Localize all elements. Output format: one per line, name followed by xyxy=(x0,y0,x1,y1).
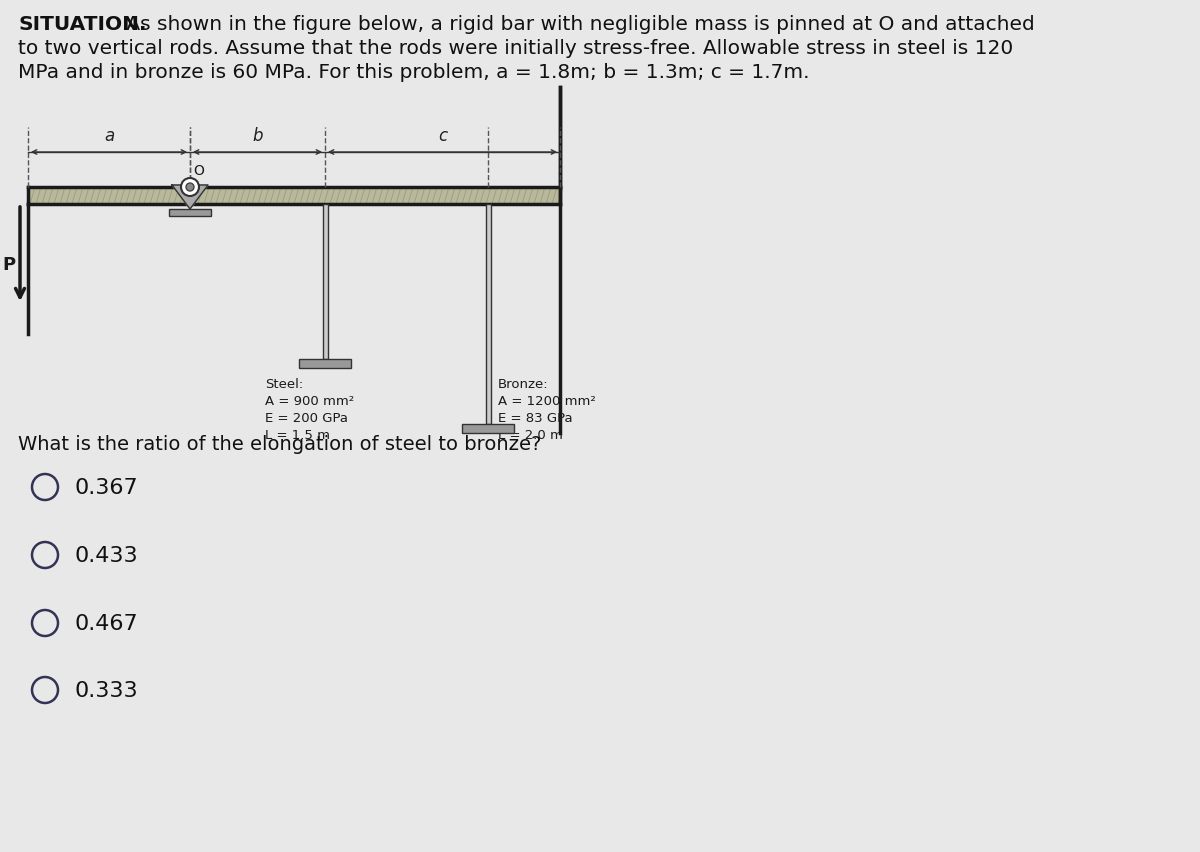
Bar xyxy=(299,360,352,369)
Circle shape xyxy=(181,179,199,197)
Text: MPa and in bronze is 60 MPa. For this problem, a = 1.8m; b = 1.3m; c = 1.7m.: MPa and in bronze is 60 MPa. For this pr… xyxy=(18,63,810,82)
Text: E = 83 GPa: E = 83 GPa xyxy=(498,412,572,424)
Text: L = 1.5 m: L = 1.5 m xyxy=(265,429,330,441)
Text: 0.433: 0.433 xyxy=(74,545,139,566)
Text: b: b xyxy=(252,127,263,145)
Text: A = 900 mm²: A = 900 mm² xyxy=(265,394,354,407)
Polygon shape xyxy=(172,186,208,210)
Text: 0.467: 0.467 xyxy=(74,613,139,633)
Text: What is the ratio of the elongation of steel to bronze?: What is the ratio of the elongation of s… xyxy=(18,435,541,453)
Bar xyxy=(323,204,328,360)
Bar xyxy=(486,204,491,424)
Text: P: P xyxy=(2,256,14,273)
Text: L = 2.0 m: L = 2.0 m xyxy=(498,429,563,441)
Text: 0.333: 0.333 xyxy=(74,680,139,700)
Text: E = 200 GPa: E = 200 GPa xyxy=(265,412,348,424)
Text: O: O xyxy=(193,164,204,178)
Text: to two vertical rods. Assume that the rods were initially stress-free. Allowable: to two vertical rods. Assume that the ro… xyxy=(18,39,1013,58)
Text: Bronze:: Bronze: xyxy=(498,377,548,390)
Text: a: a xyxy=(104,127,114,145)
Text: A = 1200 mm²: A = 1200 mm² xyxy=(498,394,595,407)
Text: Steel:: Steel: xyxy=(265,377,304,390)
Bar xyxy=(169,210,211,216)
Text: As shown in the figure below, a rigid bar with negligible mass is pinned at O an: As shown in the figure below, a rigid ba… xyxy=(120,15,1034,34)
Bar xyxy=(462,424,514,434)
Text: SITUATION.: SITUATION. xyxy=(18,15,146,34)
Circle shape xyxy=(186,184,194,192)
Text: c: c xyxy=(438,127,448,145)
FancyBboxPatch shape xyxy=(28,187,560,204)
Text: 0.367: 0.367 xyxy=(74,477,139,498)
